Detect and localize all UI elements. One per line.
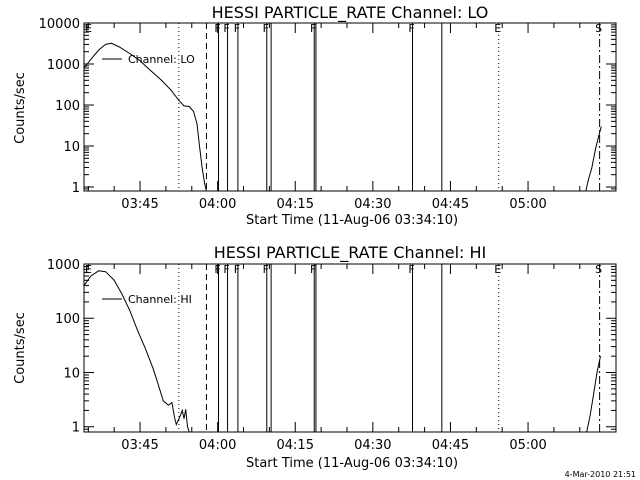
event-marker-label: F bbox=[263, 263, 269, 276]
event-marker-label: F bbox=[263, 22, 269, 35]
event-marker-label: F bbox=[408, 22, 414, 35]
event-marker-label: F bbox=[214, 22, 220, 35]
y-tick-labels: 1 10 100 1000 10000 bbox=[39, 17, 616, 196]
y-tick-label: 10 bbox=[63, 366, 80, 381]
x-tick-label: 04:30 bbox=[354, 197, 391, 212]
chart-panel-lo: HESSI PARTICLE_RATE Channel: LO Counts/s… bbox=[13, 3, 617, 228]
y-tick-label: 10000 bbox=[39, 17, 80, 32]
x-tick-label: 03:45 bbox=[121, 197, 158, 212]
event-marker-label: E bbox=[494, 22, 501, 35]
y-tick-label: 1 bbox=[72, 181, 80, 196]
x-tick-label: 04:45 bbox=[432, 438, 469, 453]
x-tick-labels: 03:45 04:00 04:15 04:30 04:45 05:00 bbox=[87, 23, 581, 212]
event-marker-label: E bbox=[494, 263, 501, 276]
x-axis-label: Start Time (11-Aug-06 03:34:10) bbox=[246, 456, 458, 471]
chart-title: HESSI PARTICLE_RATE Channel: LO bbox=[212, 3, 489, 23]
event-marker-label: S bbox=[595, 263, 602, 276]
chart-title: HESSI PARTICLE_RATE Channel: HI bbox=[214, 243, 487, 263]
event-marker-label: F bbox=[310, 22, 316, 35]
x-tick-label: 05:00 bbox=[509, 197, 546, 212]
event-marker-label: E bbox=[85, 263, 92, 276]
y-tick-labels: 1 10 100 1000 bbox=[47, 258, 616, 436]
footer-timestamp: 4-Mar-2010 21:51 bbox=[565, 470, 636, 479]
legend-label: Channel: HI bbox=[128, 293, 192, 306]
data-series bbox=[83, 42, 602, 192]
data-series bbox=[83, 270, 601, 433]
x-tick-label: 04:00 bbox=[199, 197, 236, 212]
event-marker-label: E bbox=[85, 22, 92, 35]
event-marker-label: F bbox=[408, 263, 414, 276]
event-marker-label: F bbox=[234, 263, 240, 276]
series-line bbox=[83, 42, 207, 192]
y-axis-label: Counts/sec bbox=[13, 312, 28, 384]
plot-frame bbox=[83, 22, 617, 192]
x-axis-label: Start Time (11-Aug-06 03:34:10) bbox=[246, 213, 458, 228]
x-tick-label: 05:00 bbox=[509, 438, 546, 453]
y-tick-label: 10 bbox=[63, 140, 80, 155]
x-tick-label: 04:30 bbox=[354, 438, 391, 453]
series-line bbox=[586, 356, 601, 433]
event-marker-label: S bbox=[595, 22, 602, 35]
x-tick-label: 04:00 bbox=[199, 438, 236, 453]
x-tick-label: 04:45 bbox=[432, 197, 469, 212]
event-marker-label: F bbox=[223, 22, 229, 35]
series-line bbox=[83, 270, 190, 433]
plot-frame bbox=[83, 263, 617, 433]
legend: Channel: LO bbox=[102, 53, 195, 66]
y-tick-label: 1000 bbox=[47, 58, 80, 73]
x-tick-label: 04:15 bbox=[277, 438, 314, 453]
chart-panel-hi: HESSI PARTICLE_RATE Channel: HI Counts/s… bbox=[13, 243, 617, 471]
series-line bbox=[585, 126, 602, 192]
y-axis-label: Counts/sec bbox=[13, 72, 28, 144]
x-tick-label: 04:15 bbox=[277, 197, 314, 212]
event-marker-label: F bbox=[223, 263, 229, 276]
y-tick-label: 100 bbox=[55, 312, 80, 327]
x-tick-labels: 03:45 04:00 04:15 04:30 04:45 05:00 bbox=[87, 264, 581, 453]
y-tick-label: 1 bbox=[72, 421, 80, 436]
event-marker-label: F bbox=[310, 263, 316, 276]
y-tick-label: 100 bbox=[55, 99, 80, 114]
legend-label: Channel: LO bbox=[128, 53, 195, 66]
y-tick-label: 1000 bbox=[47, 258, 80, 273]
event-marker-label: F bbox=[234, 22, 240, 35]
legend: Channel: HI bbox=[102, 293, 192, 306]
event-marker-label: F bbox=[214, 263, 220, 276]
x-tick-label: 03:45 bbox=[121, 438, 158, 453]
